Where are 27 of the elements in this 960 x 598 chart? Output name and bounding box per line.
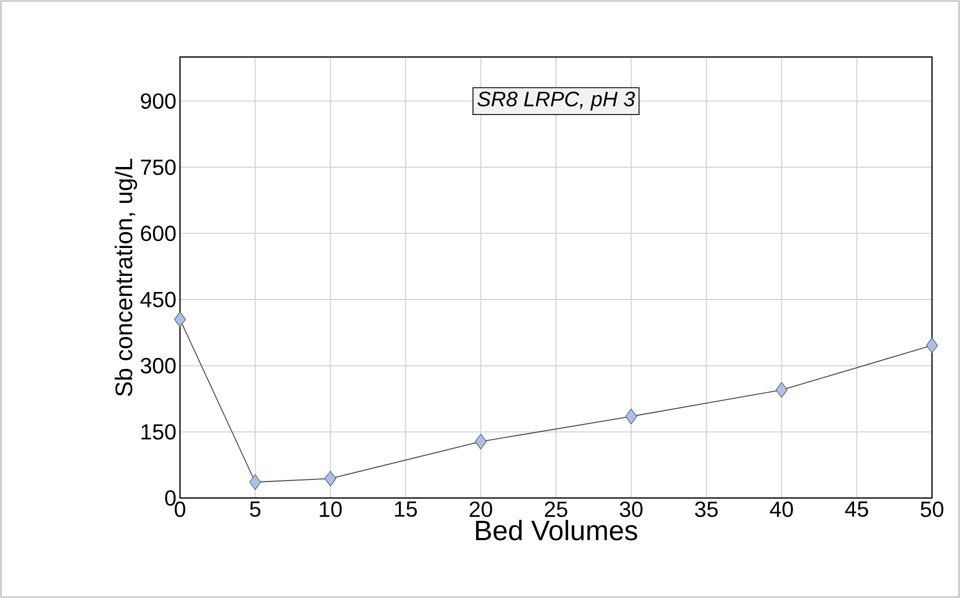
y-tick-label: 0 <box>165 490 176 506</box>
point <box>926 338 938 354</box>
y-axis-title: Sb concentration, ug/L <box>114 158 138 396</box>
y-tick-label: 750 <box>141 159 176 176</box>
x-tick-label: 40 <box>770 502 793 518</box>
x-tick-label: 10 <box>320 502 342 518</box>
x-tick-label: 50 <box>920 502 944 518</box>
x-axis-title: Bed Volumes <box>476 520 638 540</box>
point <box>625 408 638 424</box>
x-tick-label: 5 <box>250 502 260 517</box>
x-tick-label: 30 <box>620 502 643 518</box>
point <box>776 382 788 398</box>
x-tick-label: 20 <box>470 502 492 518</box>
point <box>174 312 186 328</box>
x-tick-label: 45 <box>845 502 868 517</box>
x-tick-label: 15 <box>395 502 417 517</box>
y-tick-label: 600 <box>141 226 176 242</box>
point <box>474 434 487 450</box>
y-tick-label: 300 <box>140 358 176 374</box>
point <box>324 470 336 486</box>
annotation: SR8 LRPC, pH 3 <box>478 92 635 111</box>
x-tick-label: 25 <box>544 502 568 518</box>
x-tick-label: 35 <box>695 502 718 518</box>
point <box>249 474 262 490</box>
y-tick-label: 450 <box>140 292 176 308</box>
y-tick-label: 900 <box>140 93 176 109</box>
y-tick-label: 150 <box>142 424 176 440</box>
